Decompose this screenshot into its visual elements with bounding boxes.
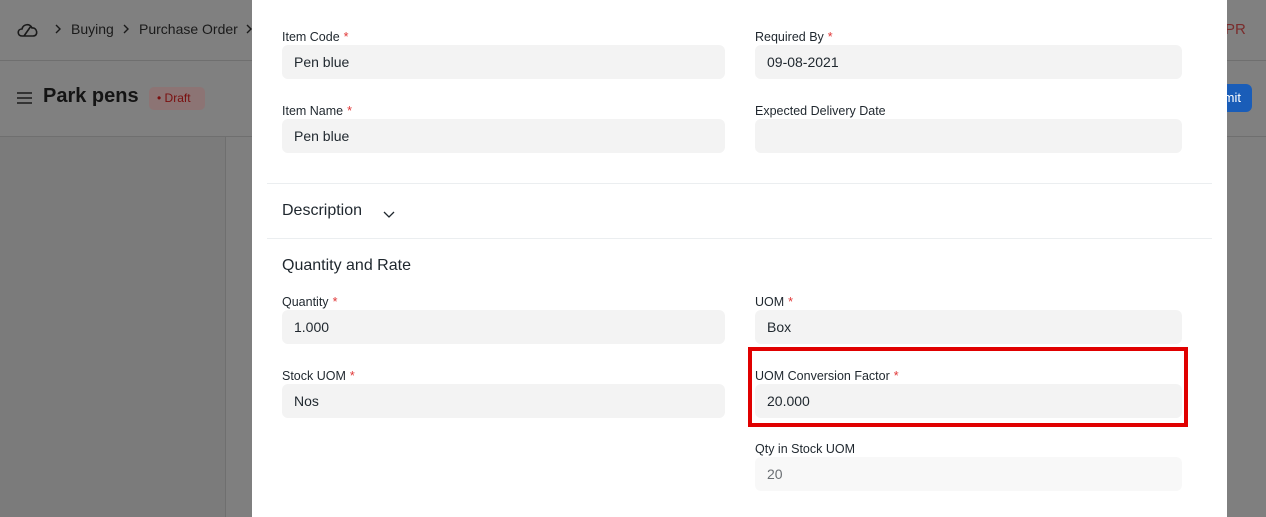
required-mark: * xyxy=(332,295,338,309)
required-mark: * xyxy=(349,369,355,383)
logo xyxy=(17,23,38,37)
dialog xyxy=(252,0,1227,517)
label-text: UOM Conversion Factor xyxy=(755,369,890,383)
required-mark: * xyxy=(788,295,794,309)
status-badge: • Draft xyxy=(149,87,205,110)
field-label: UOM Conversion Factor * xyxy=(755,369,899,383)
label-text: Stock UOM xyxy=(282,369,346,383)
sidebar xyxy=(0,137,226,517)
section-divider xyxy=(267,238,1212,239)
input-field[interactable] xyxy=(755,119,1182,153)
field-label: Qty in Stock UOM xyxy=(755,442,855,456)
required-mark: * xyxy=(347,104,353,118)
input-field[interactable]: Pen blue xyxy=(282,45,725,79)
input-field[interactable]: Pen blue xyxy=(282,119,725,153)
label-text: Expected Delivery Date xyxy=(755,104,886,118)
field-label: Stock UOM * xyxy=(282,369,355,383)
page-title: Park pens xyxy=(43,85,139,107)
label-text: Quantity xyxy=(282,295,329,309)
input-field[interactable]: Nos xyxy=(282,384,725,418)
section-title: Quantity and Rate xyxy=(282,257,411,274)
field-label: Item Name * xyxy=(282,104,352,118)
label-text: Item Code xyxy=(282,30,340,44)
label-text: UOM xyxy=(755,295,785,309)
input-field[interactable]: 1.000 xyxy=(282,310,725,344)
avatar[interactable]: PR xyxy=(1225,21,1246,38)
chevron xyxy=(246,24,252,34)
label-text: Item Name xyxy=(282,104,344,118)
breadcrumb[interactable]: Buying xyxy=(71,21,114,37)
input-field: 20 xyxy=(755,457,1182,491)
required-mark: * xyxy=(343,30,349,44)
field-label: Expected Delivery Date xyxy=(755,104,886,118)
input-field[interactable]: Box xyxy=(755,310,1182,344)
section-divider xyxy=(267,183,1212,184)
required-mark: * xyxy=(827,30,833,44)
field-label: Quantity * xyxy=(282,295,337,309)
field-label: Required By * xyxy=(755,30,833,44)
status-text: Draft xyxy=(164,91,191,105)
label-text: Required By xyxy=(755,30,824,44)
breadcrumb[interactable]: Purchase Order xyxy=(139,21,238,37)
chevron-down xyxy=(383,206,395,224)
input-field[interactable]: 20.000 xyxy=(755,384,1182,418)
label-text: Qty in Stock UOM xyxy=(755,442,856,456)
menu-icon[interactable] xyxy=(16,90,34,106)
section-title[interactable]: Description xyxy=(282,202,363,219)
required-mark: * xyxy=(893,369,899,383)
chevron xyxy=(55,24,61,34)
input-field[interactable]: 09-08-2021 xyxy=(755,45,1182,79)
field-label: UOM * xyxy=(755,295,793,309)
chevron xyxy=(123,24,129,34)
highlight-box xyxy=(748,347,1188,427)
field-label: Item Code * xyxy=(282,30,349,44)
